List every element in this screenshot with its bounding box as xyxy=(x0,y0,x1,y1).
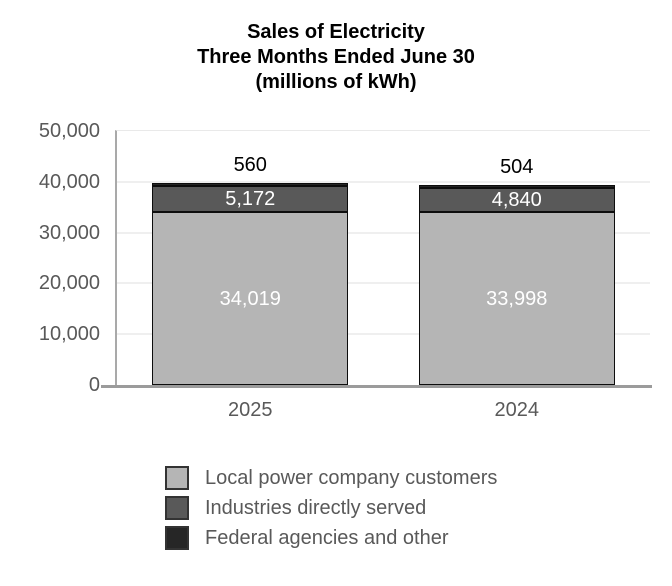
x-tick-label: 2025 xyxy=(228,399,273,421)
segment-value-label: 34,019 xyxy=(219,287,281,310)
bar-2024: 33,998 4,840 504 xyxy=(418,131,615,385)
x-axis-labels: 2025 2024 xyxy=(0,398,672,422)
legend-row: Industries directly served xyxy=(165,493,497,523)
legend-row: Federal agencies and other xyxy=(165,523,497,553)
legend-swatch xyxy=(165,496,189,520)
segment: 5,172 xyxy=(152,185,349,213)
y-tick-label: 50,000 xyxy=(38,120,100,142)
bars-layer: 34,019 5,172 560 33,998 4,840 504 xyxy=(117,131,650,385)
segment: 4,840 xyxy=(418,187,615,213)
segment-value-label: 33,998 xyxy=(486,287,548,310)
legend-label: Industries directly served xyxy=(205,497,427,519)
legend: Local power company customers Industries … xyxy=(165,463,497,553)
segment xyxy=(152,183,349,186)
segment: 34,019 xyxy=(152,212,349,385)
legend-swatch xyxy=(165,526,189,550)
legend-label: Local power company customers xyxy=(205,467,498,489)
segment-value-label: 5,172 xyxy=(225,188,276,211)
gridline xyxy=(117,231,650,234)
gridline xyxy=(117,180,650,183)
y-tick-label: 0 xyxy=(88,374,100,396)
x-tick-label: 2024 xyxy=(494,399,540,421)
y-tick-label: 30,000 xyxy=(38,221,100,244)
y-axis-labels: 0 10,000 20,000 30,000 40,000 50,000 xyxy=(0,120,100,396)
plot-area: 34,019 5,172 560 33,998 4,840 504 xyxy=(101,130,652,388)
legend-swatch xyxy=(165,466,189,490)
bar-top-value-label: 504 xyxy=(500,156,534,179)
bar-top-value-label: 560 xyxy=(233,154,267,177)
gridline xyxy=(117,333,650,336)
legend-row: Local power company customers xyxy=(165,463,497,493)
bar-2025: 34,019 5,172 560 xyxy=(152,131,349,385)
x-axis-line xyxy=(101,385,652,388)
y-tick-label: 20,000 xyxy=(38,272,100,295)
y-tick-label: 40,000 xyxy=(38,170,100,193)
chart-title: Sales of Electricity Three Months Ended … xyxy=(197,21,475,93)
segment-value-label: 4,840 xyxy=(491,189,542,211)
gridline xyxy=(117,282,650,285)
legend-label: Federal agencies and other xyxy=(205,527,449,549)
segment: 33,998 xyxy=(418,212,615,385)
y-tick-label: 10,000 xyxy=(38,323,100,346)
segment xyxy=(418,185,615,188)
